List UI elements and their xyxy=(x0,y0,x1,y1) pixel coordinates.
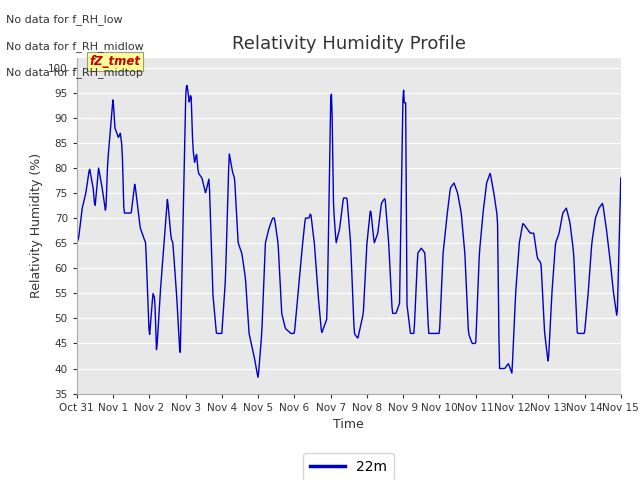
Text: fZ_tmet: fZ_tmet xyxy=(90,55,141,68)
Text: No data for f_RH_midtop: No data for f_RH_midtop xyxy=(6,67,143,78)
Title: Relativity Humidity Profile: Relativity Humidity Profile xyxy=(232,35,466,53)
Legend: 22m: 22m xyxy=(303,453,394,480)
Text: No data for f_RH_midlow: No data for f_RH_midlow xyxy=(6,41,144,52)
X-axis label: Time: Time xyxy=(333,418,364,431)
Y-axis label: Relativity Humidity (%): Relativity Humidity (%) xyxy=(29,153,43,298)
Text: No data for f_RH_low: No data for f_RH_low xyxy=(6,14,123,25)
